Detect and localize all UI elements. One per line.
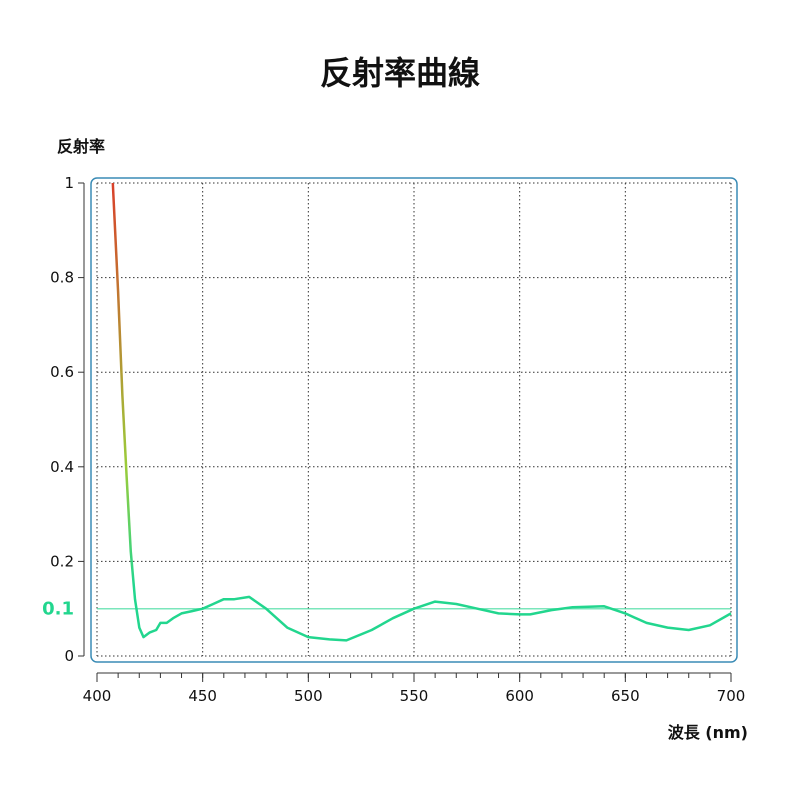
curve	[111, 182, 732, 642]
x-tick-label: 500	[294, 687, 323, 705]
y-axis-label: 反射率	[57, 137, 105, 156]
y-tick-label: 0.4	[50, 458, 74, 476]
x-axis-label: 波長 (nm)	[668, 723, 748, 742]
x-tick-label: 650	[611, 687, 640, 705]
y-tick-label: 1	[64, 174, 74, 192]
x-tick-label: 450	[188, 687, 217, 705]
y-tick-label: 0	[64, 647, 74, 665]
x-tick-label: 400	[83, 687, 112, 705]
plot-frame	[90, 177, 738, 663]
x-tick-label: 550	[400, 687, 429, 705]
y-tick-label: 0.8	[50, 269, 74, 287]
x-tick-label: 600	[505, 687, 534, 705]
chart-title: 反射率曲線	[320, 54, 480, 92]
y-tick-label: 0.2	[50, 552, 74, 570]
x-tick-label: 700	[717, 687, 746, 705]
reference-label: 0.1	[42, 599, 74, 620]
y-tick-label: 0.6	[50, 363, 74, 381]
